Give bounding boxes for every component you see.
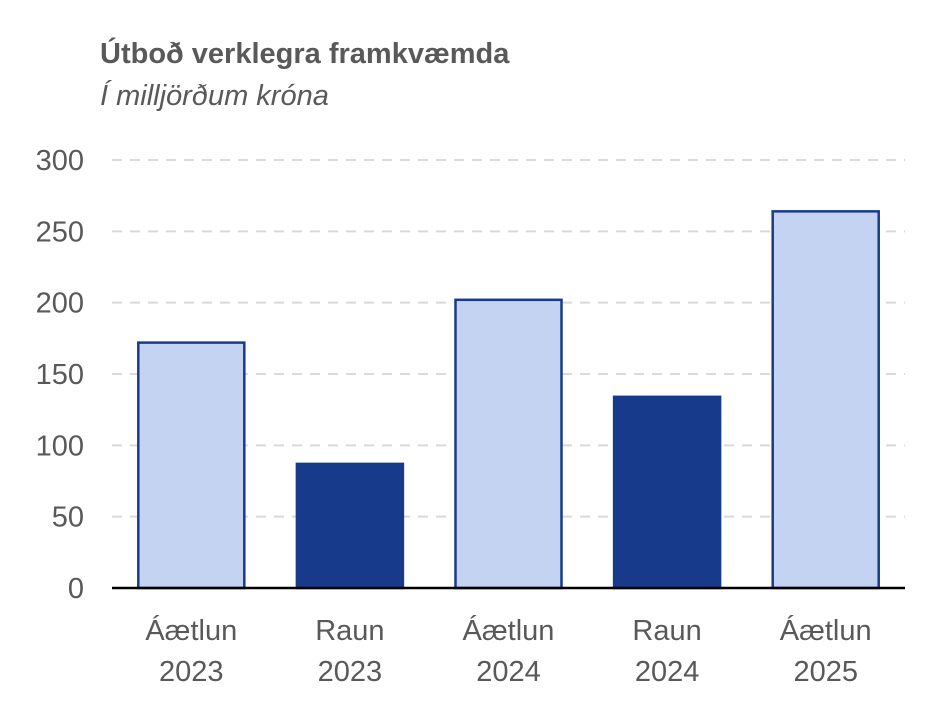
bar-plan — [137, 341, 246, 590]
x-category-label: Áætlun — [463, 614, 555, 647]
y-tick-label: 150 — [36, 359, 84, 391]
y-tick-label: 200 — [36, 288, 84, 320]
x-category-label: Raun — [315, 615, 384, 647]
bar-plan — [771, 210, 880, 590]
chart-title: Útboð verklegra framkvæmda — [100, 38, 510, 70]
x-category-label: 2023 — [159, 656, 224, 688]
x-category-label: 2024 — [635, 656, 700, 688]
y-tick-label: 100 — [36, 430, 84, 462]
y-tick-label: 50 — [52, 502, 84, 534]
x-category-label: Áætlun — [780, 614, 872, 647]
x-category-label: Áætlun — [145, 614, 237, 647]
x-category-label: Raun — [632, 615, 701, 647]
x-category-label: 2023 — [318, 656, 383, 688]
y-tick-label: 250 — [36, 216, 84, 248]
y-tick-label: 0 — [68, 573, 84, 605]
bar-plan — [454, 298, 563, 590]
chart-subtitle: Í milljörðum króna — [100, 80, 329, 112]
bar-actual — [295, 462, 405, 590]
x-category-label: 2025 — [793, 656, 858, 688]
x-category-label: 2024 — [476, 656, 541, 688]
y-tick-label: 300 — [36, 145, 84, 177]
bar-actual — [612, 395, 722, 590]
